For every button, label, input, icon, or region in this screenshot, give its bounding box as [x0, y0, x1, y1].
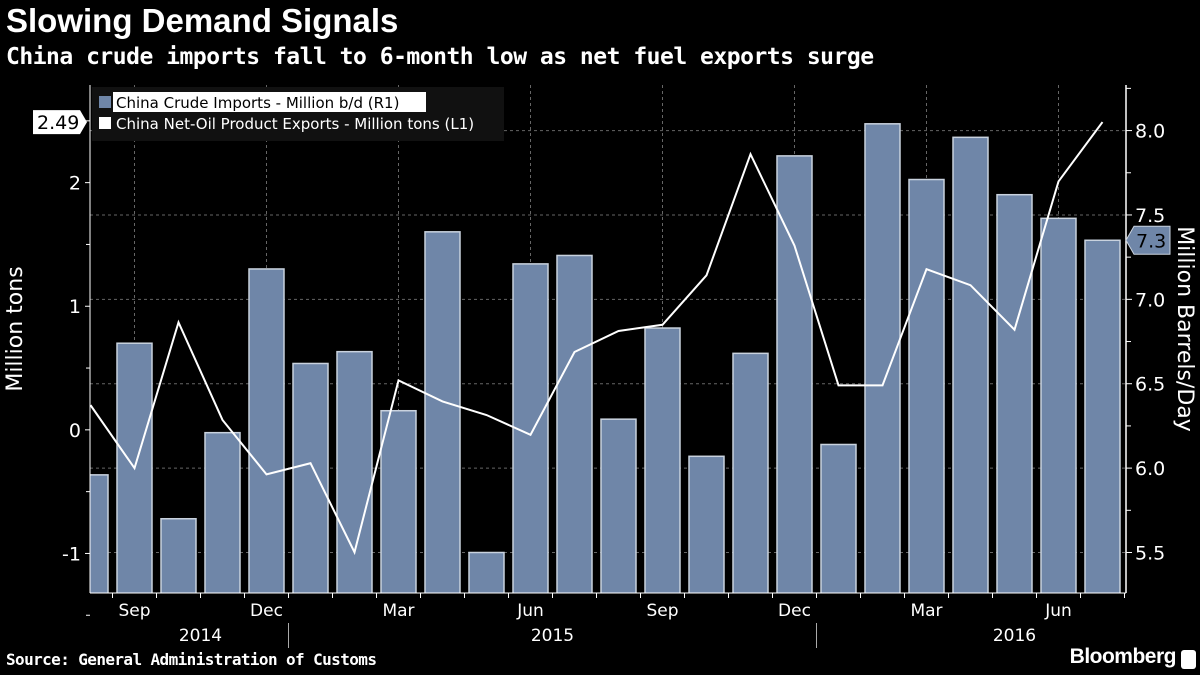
bar-crude-imports [820, 443, 857, 593]
legend-highlight [113, 92, 426, 112]
x-axis-month-label: Jun [1044, 601, 1072, 621]
bar-crude-imports [996, 193, 1033, 593]
bloomberg-terminal-icon [1181, 650, 1196, 669]
legend-label-crude-imports: China Crude Imports - Million b/d (R1) [116, 94, 399, 112]
bar-crude-imports [908, 178, 945, 593]
chart-title: Slowing Demand Signals [6, 2, 399, 39]
bar-crude-imports [248, 268, 285, 593]
right-axis-tick-label: 7.5 [1135, 205, 1165, 227]
bar-crude-imports [380, 409, 417, 593]
bar-crude-imports [336, 350, 373, 593]
x-axis-year-label: 2016 [993, 626, 1036, 646]
bar-crude-imports [864, 123, 901, 593]
bar-crude-imports [292, 362, 329, 593]
chart-subtitle: China crude imports fall to 6-month low … [6, 44, 874, 70]
last-value-label-right: 7.3 [1136, 230, 1166, 252]
x-axis-month-label: Sep [118, 601, 150, 621]
bars-group [90, 123, 1121, 593]
bar-crude-imports [732, 352, 769, 593]
right-axis-title: Million Barrels/Day [1172, 226, 1197, 432]
bar-crude-imports [644, 327, 681, 593]
right-axis-tick-label: 6.5 [1135, 374, 1165, 396]
bar-crude-imports [160, 517, 197, 593]
left-axis-tick-label: 1 [69, 296, 81, 318]
bar-crude-imports [468, 551, 505, 593]
source-note: Source: General Administration of Custom… [6, 650, 377, 669]
right-axis-tick-label: 7.0 [1135, 289, 1165, 311]
x-axis-year-label: 2014 [179, 626, 222, 646]
x-axis-month-label: Mar [910, 601, 942, 621]
right-axis-tick-label: 6.0 [1135, 458, 1165, 480]
x-axis-month-label: Sep [646, 601, 678, 621]
legend-swatch-bar [99, 96, 111, 108]
bar-crude-imports [776, 155, 813, 593]
line-net-oil-exports [89, 121, 1104, 556]
left-axis-title: Million tons [3, 266, 28, 391]
last-value-label-left: 2.49 [37, 112, 79, 134]
bar-crude-imports [512, 263, 549, 593]
bar-crude-imports [600, 418, 637, 593]
right-axis-tick-label: 5.5 [1135, 542, 1165, 564]
right-axis-tick-label: 8.0 [1135, 121, 1165, 143]
left-axis-tick-label: -1 [62, 543, 81, 565]
bar-crude-imports [424, 231, 461, 593]
bar-crude-imports [204, 431, 241, 593]
last-value-callout-left [33, 110, 87, 135]
x-axis-month-label: Jun [516, 601, 544, 621]
bar-crude-imports [952, 136, 989, 593]
left-axis-tick-label: 0 [69, 420, 81, 442]
legend-swatch-line [99, 117, 111, 129]
x-axis-month-label: Dec [778, 601, 811, 621]
bar-crude-imports [556, 254, 593, 593]
bloomberg-logo: Bloomberg [1069, 645, 1177, 668]
bar-crude-imports [1040, 217, 1077, 593]
legend-label-net-exports: China Net-Oil Product Exports - Million … [116, 115, 474, 133]
left-axis-tick-label: 2 [69, 173, 81, 195]
x-axis-month-label: Dec [250, 601, 283, 621]
bar-crude-imports [688, 455, 725, 593]
bar-crude-imports [1084, 239, 1121, 593]
last-value-callout-right [1125, 225, 1171, 255]
x-axis-year-label: 2015 [531, 626, 574, 646]
x-axis-month-label: Mar [382, 601, 414, 621]
